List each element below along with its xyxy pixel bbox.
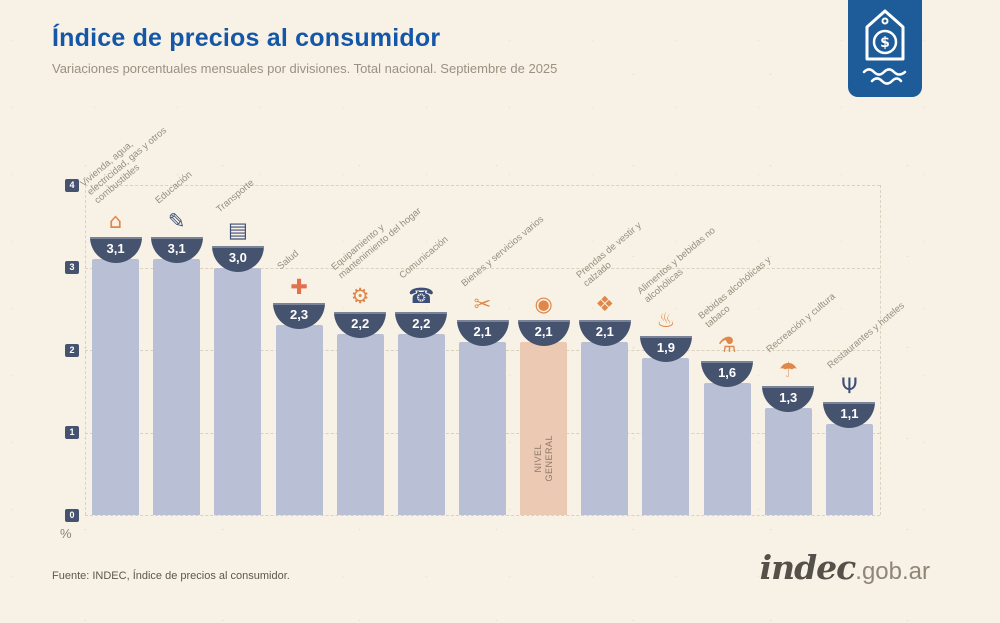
axis-right bbox=[880, 185, 881, 515]
transport-sube-icon: ▤ bbox=[227, 217, 248, 242]
y-axis-unit: % bbox=[60, 526, 72, 541]
price-tag-icon: $ bbox=[848, 0, 922, 97]
category-label-bienes-y-servicios-varios: Bienes y servicios varios bbox=[458, 213, 546, 290]
bar-prendas-de-vestir-y-calzado bbox=[581, 341, 629, 515]
bar-educacio-n bbox=[153, 259, 201, 515]
housing-utilities-icon: ⌂ bbox=[108, 209, 123, 234]
bar-alimentos-y-bebidas-no-alcoho-licas bbox=[642, 358, 690, 515]
grocery-basket-icon: ◉ bbox=[534, 291, 553, 316]
home-equipment-icon: ⚙ bbox=[350, 283, 370, 308]
indec-logo: indec.gob.ar bbox=[760, 548, 930, 587]
header: Índice de precios al consumidor Variacio… bbox=[52, 24, 557, 76]
category-label-bebidas-alcoho-licas-y-tabaco: Bebidas alcohólicas y tabaco bbox=[696, 254, 774, 331]
y-axis-tick-4: 4 bbox=[65, 178, 79, 192]
category-label-comunicacio-n: Comunicación bbox=[397, 233, 451, 281]
bar-bebidas-alcoho-licas-y-tabaco bbox=[703, 383, 751, 515]
communication-phone-icon: ☎ bbox=[408, 283, 435, 308]
y-axis-tick-3: 3 bbox=[65, 261, 79, 274]
price-tag-glyph: $ bbox=[862, 9, 907, 85]
bar-vivienda-agua-electricidad-gas-y-otros-combustibles bbox=[92, 259, 140, 515]
page-title: Índice de precios al consumidor bbox=[52, 24, 441, 52]
gridline-4 bbox=[85, 185, 880, 186]
y-axis-tick-1: 1 bbox=[65, 426, 79, 439]
education-icon: ✎ bbox=[167, 209, 186, 234]
page-subtitle: Variaciones porcentuales mensuales por d… bbox=[52, 61, 558, 76]
gridline-0 bbox=[85, 515, 880, 516]
bar-nivel-general bbox=[520, 341, 568, 515]
clothing-icon: ❖ bbox=[595, 291, 615, 316]
axis-left bbox=[85, 185, 86, 515]
health-cross-icon: ✚ bbox=[290, 275, 308, 300]
source-note: Fuente: INDEC, Índice de precios al cons… bbox=[52, 570, 290, 582]
bar-transporte bbox=[214, 267, 262, 515]
category-label-salud: Salud bbox=[275, 248, 302, 273]
bar-recreacio-n-y-cultura bbox=[764, 407, 812, 515]
recreation-umbrella-icon: ☂ bbox=[778, 357, 798, 382]
indec-logo-suffix: .gob.ar bbox=[855, 558, 930, 585]
indec-logo-main: indec bbox=[759, 548, 857, 587]
y-axis-tick-2: 2 bbox=[65, 343, 79, 357]
category-label-restaurantes-y-hoteles: Restaurantes y hoteles bbox=[825, 300, 908, 372]
alcohol-tobacco-icon: ⚗ bbox=[717, 333, 737, 357]
value-badge-vivienda-agua-electricidad-gas-y-otros-combustibles: 3,1 bbox=[89, 237, 142, 264]
bar-equipamiento-y-mantenimiento-del-hogar bbox=[336, 333, 384, 515]
svg-text:$: $ bbox=[880, 35, 890, 51]
goods-services-icon: ✂ bbox=[473, 291, 492, 316]
category-label-transporte: Transporte bbox=[214, 177, 257, 215]
bar-restaurantes-y-hoteles bbox=[825, 424, 873, 515]
bar-comunicacio-n bbox=[397, 333, 445, 515]
category-label-recreacio-n-y-cultura: Recreación y cultura bbox=[764, 290, 839, 356]
highlight-label: NIVEL GENERAL bbox=[532, 435, 554, 482]
bar-bienes-y-servicios-varios bbox=[459, 341, 506, 515]
food-icon: ♨ bbox=[656, 308, 676, 333]
restaurants-cutlery-icon: Ψ bbox=[841, 374, 858, 399]
gridline-3 bbox=[85, 267, 880, 269]
y-axis-tick-0: 0 bbox=[65, 508, 79, 522]
category-label-educacio-n: Educación bbox=[153, 169, 195, 207]
bar-salud bbox=[275, 325, 323, 515]
